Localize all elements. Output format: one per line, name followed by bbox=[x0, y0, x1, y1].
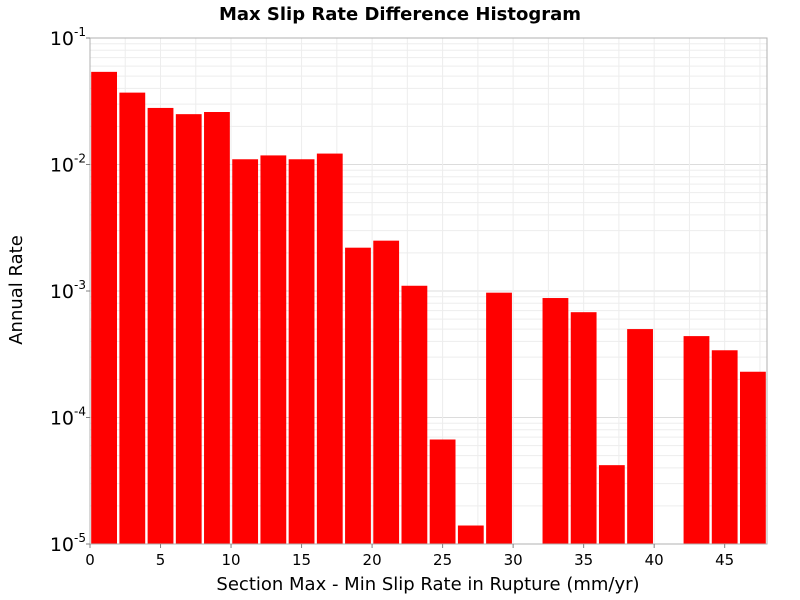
x-tick-label: 25 bbox=[433, 551, 452, 569]
x-tick-label: 30 bbox=[504, 551, 523, 569]
x-tick-label: 40 bbox=[645, 551, 664, 569]
histogram-bar bbox=[175, 114, 202, 545]
histogram-bar bbox=[91, 71, 118, 545]
x-axis-ticks: 0 5 10 15 20 25 30 35 40 45 bbox=[85, 544, 734, 569]
histogram-bar bbox=[429, 439, 456, 544]
histogram-bar bbox=[486, 292, 512, 544]
histogram-bar bbox=[598, 465, 625, 544]
bars bbox=[91, 71, 766, 545]
x-tick-label: 15 bbox=[292, 551, 311, 569]
y-tick-label: 10-2 bbox=[50, 152, 86, 177]
histogram-bar bbox=[542, 298, 569, 544]
y-tick-label: 10-4 bbox=[50, 405, 86, 430]
y-tick-label: 10-5 bbox=[50, 531, 86, 556]
y-tick-label: 10-1 bbox=[50, 25, 86, 50]
x-tick-label: 0 bbox=[85, 551, 95, 569]
x-tick-label: 35 bbox=[574, 551, 593, 569]
histogram-bar bbox=[570, 312, 597, 544]
histogram-bar bbox=[260, 155, 287, 544]
histogram-bar bbox=[457, 525, 484, 544]
x-tick-label: 20 bbox=[363, 551, 382, 569]
histogram-bar bbox=[711, 350, 738, 544]
x-tick-label: 45 bbox=[715, 551, 734, 569]
x-tick-label: 5 bbox=[156, 551, 166, 569]
histogram-bar bbox=[147, 107, 174, 544]
histogram-bar bbox=[627, 329, 653, 544]
histogram-bar bbox=[232, 159, 259, 544]
x-tick-label: 10 bbox=[221, 551, 240, 569]
histogram-bar bbox=[683, 336, 710, 544]
chart-title: Max Slip Rate Difference Histogram bbox=[219, 4, 581, 25]
y-axis-label: Annual Rate bbox=[6, 235, 27, 345]
histogram-bar bbox=[401, 285, 428, 544]
x-axis-label: Section Max - Min Slip Rate in Rupture (… bbox=[216, 574, 639, 595]
histogram-bar bbox=[204, 112, 230, 545]
histogram-bar bbox=[288, 159, 315, 544]
grid bbox=[89, 38, 767, 545]
histogram-bar bbox=[373, 240, 400, 544]
y-axis-ticks: 10-1 10-2 10-3 10-4 10-5 bbox=[50, 25, 90, 556]
histogram-bar bbox=[316, 153, 343, 544]
histogram-bar bbox=[345, 247, 371, 544]
y-tick-label: 10-3 bbox=[50, 278, 86, 303]
histogram-bar bbox=[739, 371, 766, 544]
histogram-bar bbox=[119, 92, 146, 544]
